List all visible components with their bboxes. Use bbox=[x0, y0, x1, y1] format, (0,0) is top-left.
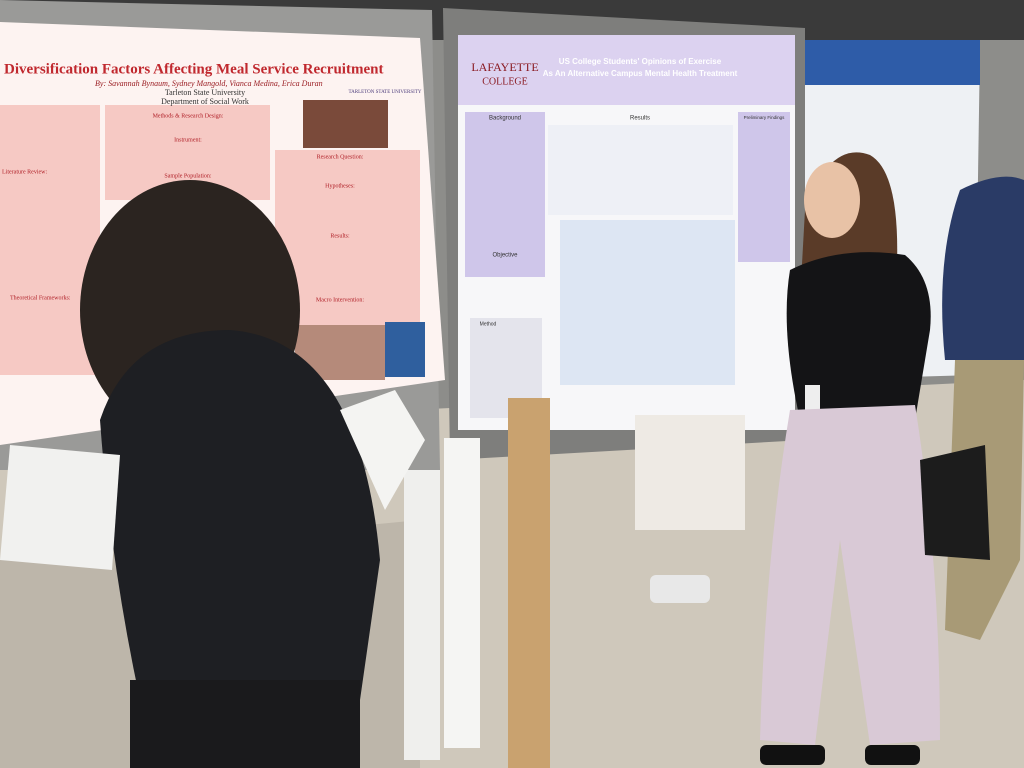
poster-heading: Preliminary Findings bbox=[744, 115, 786, 120]
backpack bbox=[920, 445, 990, 560]
poster-department: Department of Social Work bbox=[161, 97, 249, 106]
college-name: LAFAYETTE bbox=[471, 60, 538, 74]
poster-tube bbox=[508, 398, 550, 768]
poster-header bbox=[805, 40, 980, 85]
poster-logo bbox=[385, 322, 425, 377]
poster-authors: By: Savannah Bynaum, Sydney Mangold, Via… bbox=[95, 79, 323, 88]
poster-photo bbox=[303, 100, 388, 148]
paper-sheet bbox=[0, 445, 120, 570]
poster-heading: Literature Review: bbox=[2, 169, 47, 175]
poster-heading: Results bbox=[630, 116, 650, 122]
poster-title: As An Alternative Campus Mental Health T… bbox=[543, 69, 738, 78]
poster-title: US College Students' Opinions of Exercis… bbox=[559, 57, 722, 66]
poster-heading: Instrument: bbox=[174, 137, 202, 143]
poster-heading: Methods & Research Design: bbox=[153, 113, 224, 119]
poster-tube bbox=[404, 470, 440, 760]
poster-heading: Background bbox=[489, 116, 521, 122]
poster-panel bbox=[465, 112, 545, 277]
poster-heading: Macro Intervention: bbox=[316, 297, 364, 303]
poster-header bbox=[458, 35, 795, 105]
college-name: COLLEGE bbox=[482, 76, 528, 87]
poster-heading: Results: bbox=[330, 233, 350, 239]
person-shoes bbox=[760, 745, 825, 765]
poster-diagram bbox=[560, 220, 735, 385]
poster-tube bbox=[444, 438, 480, 748]
person-shoes bbox=[865, 745, 920, 765]
poster-logo-text: TARLETON STATE UNIVERSITY bbox=[349, 90, 422, 95]
poster-university: Tarleton State University bbox=[165, 88, 245, 97]
poster-panel bbox=[738, 112, 790, 262]
person-pants bbox=[130, 680, 360, 768]
poster-heading: Sample Population: bbox=[164, 173, 211, 179]
poster-heading: Objective bbox=[492, 253, 518, 259]
paper-sheet bbox=[340, 390, 425, 510]
poster-heading: Research Question: bbox=[317, 154, 364, 160]
person-shoes bbox=[650, 575, 710, 603]
poster-heading: Theoretical Frameworks: bbox=[10, 295, 71, 301]
poster-heading: Hypotheses: bbox=[325, 183, 355, 189]
person-skirt bbox=[635, 415, 745, 530]
poster-title: Diversification Factors Affecting Meal S… bbox=[4, 61, 383, 77]
poster-heading: Method bbox=[480, 321, 497, 327]
person-face bbox=[804, 162, 860, 238]
person-shirt bbox=[786, 252, 931, 420]
person-shirt bbox=[942, 176, 1024, 360]
person-shirt bbox=[100, 330, 380, 700]
poster-table bbox=[548, 125, 733, 215]
person-pants bbox=[760, 405, 940, 745]
